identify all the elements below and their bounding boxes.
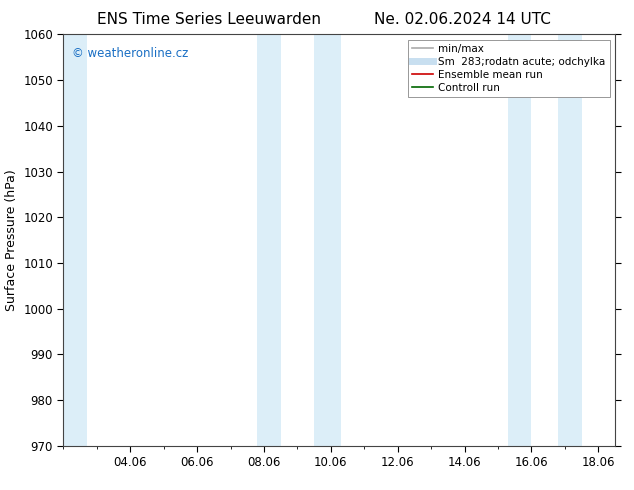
Text: © weatheronline.cz: © weatheronline.cz bbox=[72, 47, 188, 60]
Text: Ne. 02.06.2024 14 UTC: Ne. 02.06.2024 14 UTC bbox=[375, 12, 551, 27]
Legend: min/max, Sm  283;rodatn acute; odchylka, Ensemble mean run, Controll run: min/max, Sm 283;rodatn acute; odchylka, … bbox=[408, 40, 610, 97]
Bar bbox=[63, 34, 87, 446]
Bar bbox=[314, 34, 341, 446]
Bar bbox=[508, 34, 531, 446]
Bar bbox=[558, 34, 581, 446]
Text: ENS Time Series Leeuwarden: ENS Time Series Leeuwarden bbox=[97, 12, 321, 27]
Y-axis label: Surface Pressure (hPa): Surface Pressure (hPa) bbox=[4, 169, 18, 311]
Bar bbox=[257, 34, 281, 446]
